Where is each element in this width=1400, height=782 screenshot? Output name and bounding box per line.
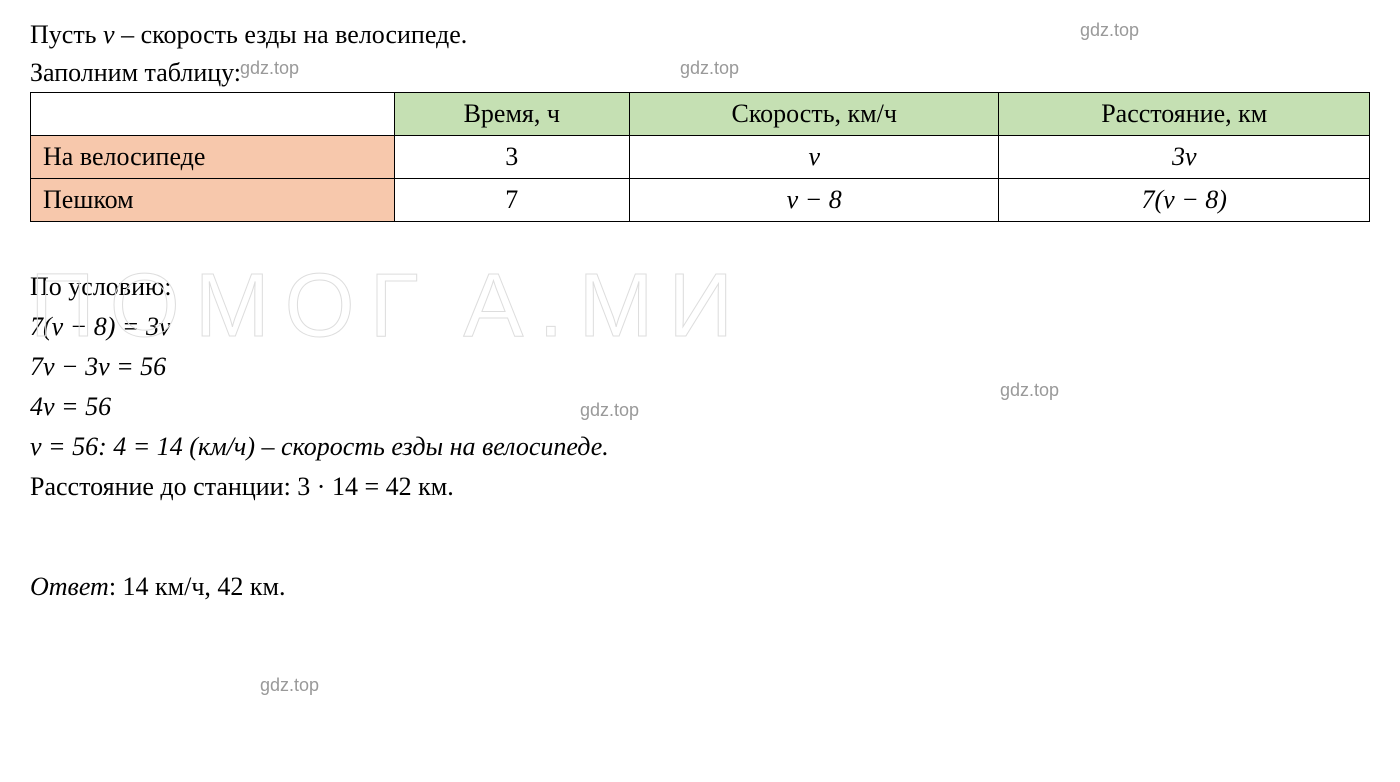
solution-section: По условию: 7(v − 8) = 3v 7v − 3v = 56 4… — [30, 272, 1370, 502]
row-label-bike: На велосипеде — [31, 136, 395, 179]
cell-bike-time: 3 — [394, 136, 629, 179]
watermark-small: gdz.top — [260, 675, 319, 696]
table-row: На велосипеде 3 v 3v — [31, 136, 1370, 179]
intro-text: Пусть v – скорость езды на велосипеде. — [30, 20, 1370, 50]
table-header-distance: Расстояние, км — [999, 93, 1370, 136]
cell-bike-distance: 3v — [999, 136, 1370, 179]
answer-line: Ответ: 14 км/ч, 42 км. — [30, 572, 1370, 602]
answer-text: : 14 км/ч, 42 км. — [109, 572, 286, 601]
table-header-row: Время, ч Скорость, км/ч Расстояние, км — [31, 93, 1370, 136]
data-table: Время, ч Скорость, км/ч Расстояние, км Н… — [30, 92, 1370, 222]
intro-prefix: Пусть — [30, 20, 103, 49]
cell-walk-distance: 7(v − 8) — [999, 179, 1370, 222]
solution-line-5: Расстояние до станции: 3 · 14 = 42 км. — [30, 472, 1370, 502]
cell-walk-speed: v − 8 — [630, 179, 999, 222]
row-label-walk: Пешком — [31, 179, 395, 222]
solution-line-1: 7(v − 8) = 3v — [30, 312, 1370, 342]
table-header-time: Время, ч — [394, 93, 629, 136]
table-label: Заполним таблицу: — [30, 58, 1370, 88]
table-header-speed: Скорость, км/ч — [630, 93, 999, 136]
cell-bike-speed: v — [630, 136, 999, 179]
table-corner — [31, 93, 395, 136]
solution-line-3: 4v = 56 — [30, 392, 1370, 422]
cell-walk-time: 7 — [394, 179, 629, 222]
solution-line-2: 7v − 3v = 56 — [30, 352, 1370, 382]
condition-label: По условию: — [30, 272, 1370, 302]
answer-label: Ответ — [30, 572, 109, 601]
intro-suffix: – скорость езды на велосипеде. — [115, 20, 468, 49]
table-row: Пешком 7 v − 8 7(v − 8) — [31, 179, 1370, 222]
intro-var: v — [103, 20, 115, 49]
solution-line-4: v = 56: 4 = 14 (км/ч) – скорость езды на… — [30, 432, 1370, 462]
